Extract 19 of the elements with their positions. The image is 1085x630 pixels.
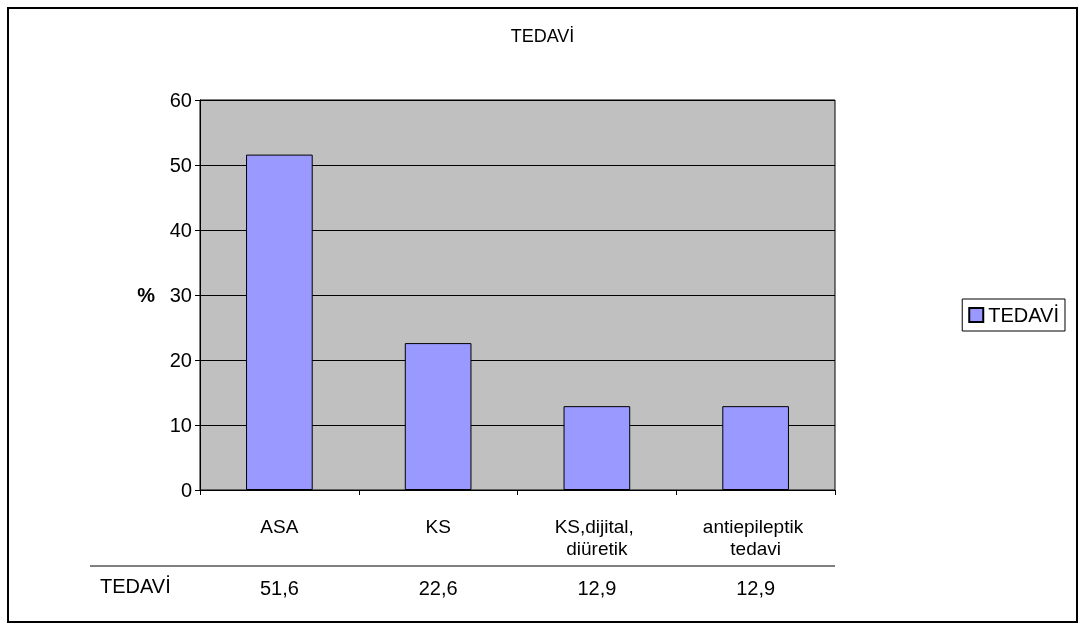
y-tick-label: 60 <box>169 89 192 111</box>
x-tick-label: antiepileptik tedavi <box>702 515 809 559</box>
chart-title: TEDAVİ <box>510 26 575 46</box>
legend-label: TEDAVİ <box>988 304 1060 326</box>
data-label: 51,6 <box>259 577 299 599</box>
y-tick-label: 50 <box>169 154 192 176</box>
y-tick-label: 40 <box>169 219 192 241</box>
x-tick-label: ASA <box>260 515 299 537</box>
y-tick-label: 0 <box>180 479 192 501</box>
data-label: 12,9 <box>577 577 617 599</box>
chart-title: TEDAVİ <box>100 575 171 597</box>
y-tick-label: 10 <box>169 414 192 436</box>
data-label: 22,6 <box>418 577 458 599</box>
y-axis-title: % <box>137 284 156 306</box>
data-label: 12,9 <box>736 577 776 599</box>
y-tick-label: 20 <box>169 349 192 371</box>
x-tick-label: KS,dijital, diüretik <box>554 515 640 559</box>
x-tick-label: KS <box>425 515 451 537</box>
y-tick-label: 30 <box>169 284 192 306</box>
